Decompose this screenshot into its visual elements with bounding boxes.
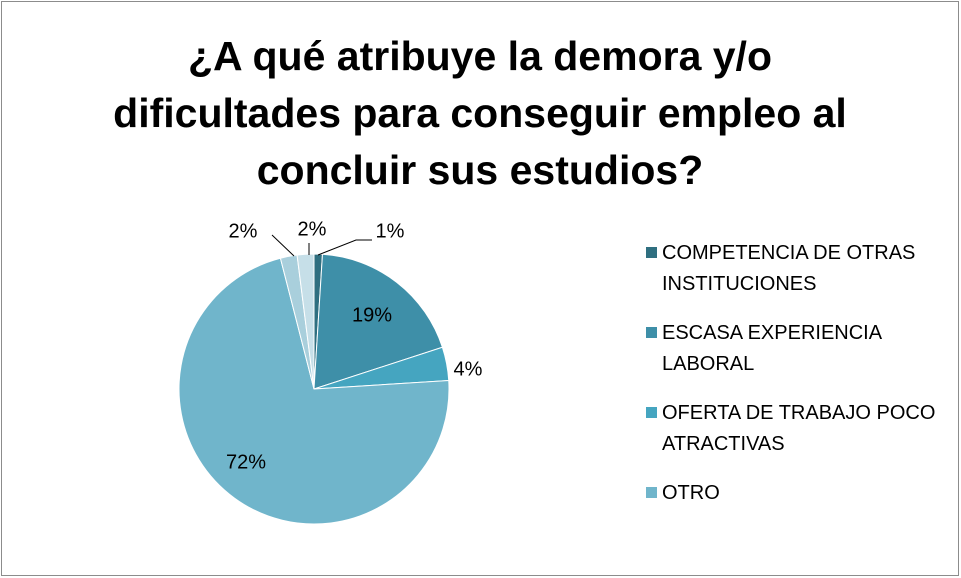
legend-swatch (646, 247, 657, 258)
legend-item: OFERTA DE TRABAJO POCO ATRACTIVAS (646, 398, 942, 460)
legend-item: OTRO (646, 478, 942, 509)
pie-slice (178, 257, 450, 525)
data-label: 72% (226, 451, 266, 473)
pie-slice (296, 253, 315, 390)
legend-label: OFERTA DE TRABAJO POCO ATRACTIVAS (662, 402, 936, 455)
data-label: 2% (229, 220, 258, 242)
legend-swatch (646, 407, 657, 418)
legend-swatch (646, 327, 657, 338)
data-label: 2% (298, 218, 327, 240)
data-label: 4% (454, 358, 483, 380)
legend-item: ESCASA EXPERIENCIA LABORAL (646, 318, 942, 380)
legend: COMPETENCIA DE OTRAS INSTITUCIONES ESCASA… (646, 238, 946, 527)
leader-line (317, 239, 372, 256)
data-label: 19% (352, 304, 392, 326)
leader-line (271, 234, 295, 257)
legend-label: COMPETENCIA DE OTRAS INSTITUCIONES (662, 242, 916, 295)
chart-title: ¿A qué atribuye la demora y/o dificultad… (113, 33, 847, 193)
legend-label: ESCASA EXPERIENCIA LABORAL (662, 322, 881, 375)
pie-slice (313, 253, 444, 390)
data-label: 1% (376, 220, 405, 242)
legend-label: OTRO (662, 482, 720, 504)
legend-item: COMPETENCIA DE OTRAS INSTITUCIONES (646, 238, 942, 300)
legend-swatch (646, 487, 657, 498)
